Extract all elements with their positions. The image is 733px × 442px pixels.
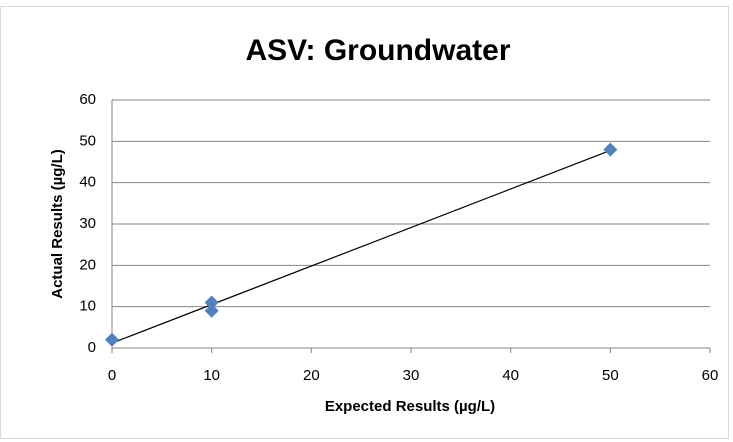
x-tick-label: 30 bbox=[403, 367, 420, 384]
y-tick-label: 40 bbox=[79, 174, 96, 191]
y-axis-title: Actual Results (µg/L) bbox=[49, 149, 66, 299]
x-tick-label: 60 bbox=[702, 367, 719, 384]
x-tick-label: 10 bbox=[203, 367, 220, 384]
point bbox=[105, 332, 119, 347]
y-tick-label: 20 bbox=[79, 256, 96, 273]
x-tick-label: 0 bbox=[108, 367, 116, 384]
chart-title: ASV: Groundwater bbox=[245, 34, 510, 67]
point bbox=[603, 142, 618, 157]
chart-frame bbox=[0, 6, 729, 439]
x-tick-label: 40 bbox=[502, 367, 519, 384]
point bbox=[204, 295, 219, 310]
y-tick-label: 0 bbox=[88, 339, 96, 356]
trendline bbox=[111, 149, 611, 344]
x-tick-label: 50 bbox=[602, 367, 619, 384]
x-axis-title: Expected Results (µg/L) bbox=[325, 398, 495, 415]
point bbox=[204, 303, 219, 318]
x-tick-label: 20 bbox=[303, 367, 320, 384]
y-tick-label: 50 bbox=[79, 132, 96, 149]
y-tick-label: 10 bbox=[79, 298, 96, 315]
y-tick-label: 60 bbox=[79, 91, 96, 108]
y-tick-label: 30 bbox=[79, 215, 96, 232]
